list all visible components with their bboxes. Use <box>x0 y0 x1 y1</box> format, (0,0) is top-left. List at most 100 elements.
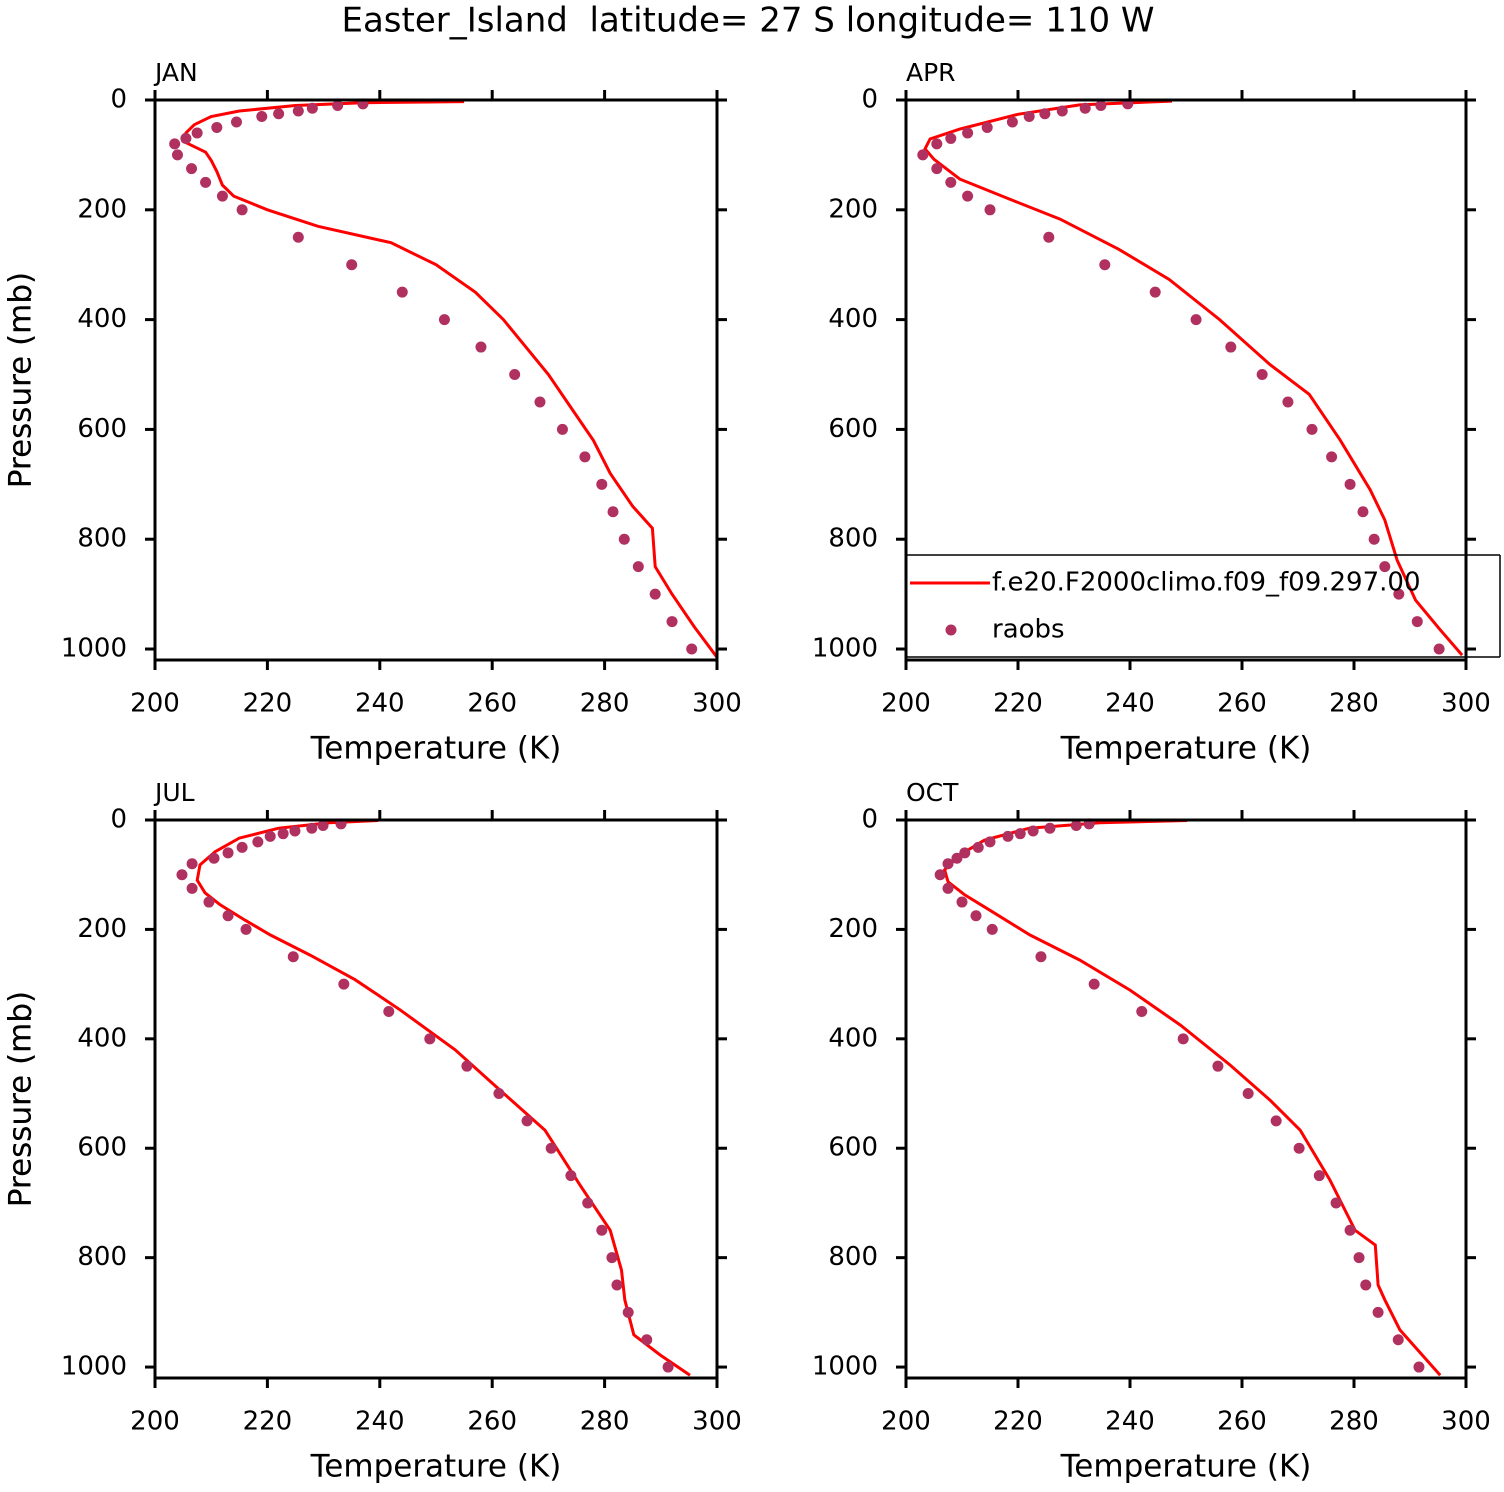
x-tick-label: 300 <box>1441 1407 1491 1437</box>
obs-dot <box>1433 643 1445 655</box>
panel: OCT Temperature (K) Pressure (mb) 0 200 400 60… <box>3 778 1491 1485</box>
obs-dot <box>565 1170 577 1182</box>
obs-dot <box>579 451 591 463</box>
profile-line <box>195 820 691 1377</box>
obs-dot <box>176 869 188 881</box>
obs-dot <box>521 1115 533 1127</box>
obs-dot <box>186 858 198 870</box>
obs-dot <box>383 1005 395 1017</box>
y-tick-label: 1000 <box>61 1352 127 1382</box>
obs-dot <box>1190 314 1202 326</box>
x-tick-label: 220 <box>993 689 1043 719</box>
obs-dot <box>186 882 198 894</box>
obs-dot <box>1413 1361 1425 1373</box>
obs-dot <box>1306 423 1318 435</box>
obs-dot <box>236 204 248 216</box>
y-tick-label: 800 <box>77 524 127 554</box>
obs-dot <box>211 121 223 133</box>
legend-swatch <box>945 624 957 636</box>
obs-dot <box>1282 396 1294 408</box>
y-tick-label: 600 <box>828 414 878 444</box>
obs-dot <box>582 1197 594 1209</box>
x-tick-label: 280 <box>580 689 630 719</box>
x-axis-label: Temperature (K) <box>310 1449 562 1485</box>
obs-dot <box>273 108 285 120</box>
obs-dot <box>252 836 264 848</box>
x-tick-label: 200 <box>881 1407 931 1437</box>
x-tick-label: 240 <box>355 1407 405 1437</box>
obs-dot <box>1212 1060 1224 1072</box>
panel-title: OCT <box>906 778 959 807</box>
y-tick-label: 1000 <box>812 634 878 664</box>
obs-dot <box>287 951 299 963</box>
x-tick-label: 260 <box>1217 689 1267 719</box>
obs-dot <box>686 643 698 655</box>
x-tick-label: 280 <box>1329 689 1379 719</box>
obs-dot <box>970 910 982 922</box>
obs-dot <box>1177 1033 1189 1045</box>
y-tick-label: 400 <box>77 304 127 334</box>
y-tick-label: 400 <box>828 1023 878 1053</box>
panel: JAN Temperature (K) Pressure (mb) 0 200 400 60… <box>3 58 742 767</box>
obs-dot <box>945 132 957 144</box>
obs-dot <box>338 978 350 990</box>
legend-label: f.e20.F2000climo.f09_f09.297.00 <box>992 568 1421 598</box>
obs-dot <box>222 847 234 859</box>
obs-dot <box>1014 828 1026 840</box>
y-tick-label: 0 <box>861 805 878 835</box>
obs-dot <box>1079 102 1091 114</box>
obs-dot <box>1344 478 1356 490</box>
obs-dot <box>545 1142 557 1154</box>
obs-dot <box>475 341 487 353</box>
y-tick-label: 600 <box>828 1133 878 1163</box>
obs-dot <box>1035 951 1047 963</box>
obs-dot <box>1070 819 1082 831</box>
x-tick-label: 280 <box>580 1407 630 1437</box>
obs-dot <box>1088 978 1100 990</box>
obs-dot <box>461 1060 473 1072</box>
obs-dot <box>956 896 968 908</box>
obs-dot <box>606 1252 618 1264</box>
obs-dot <box>438 314 450 326</box>
x-tick-label: 260 <box>467 1407 517 1437</box>
obs-dot <box>1002 830 1014 842</box>
plot-frame <box>904 98 1468 662</box>
y-axis-label: Pressure (mb) <box>3 991 39 1207</box>
obs-dot <box>1027 825 1039 837</box>
obs-dot <box>1379 561 1391 573</box>
obs-dot <box>1393 588 1405 600</box>
y-tick-label: 800 <box>828 1242 878 1272</box>
panel: JUL Temperature (K) Pressure (mb) 0 200 400 60… <box>3 778 742 1485</box>
obs-dot <box>981 121 993 133</box>
y-tick-label: 0 <box>861 85 878 115</box>
x-tick-label: 280 <box>1329 1407 1379 1437</box>
y-tick-label: 200 <box>828 914 878 944</box>
plot-frame <box>904 818 1468 1380</box>
obs-dot <box>1368 533 1380 545</box>
x-tick-label: 300 <box>1441 689 1491 719</box>
obs-dot <box>962 190 974 202</box>
obs-dot <box>972 841 984 853</box>
x-tick-label: 200 <box>881 689 931 719</box>
x-tick-label: 220 <box>243 689 293 719</box>
legend-label: raobs <box>992 615 1065 645</box>
obs-dot <box>662 1361 674 1373</box>
obs-dot <box>306 822 318 834</box>
obs-dot <box>493 1088 505 1100</box>
obs-dot <box>277 828 289 840</box>
obs-dot <box>1043 231 1055 243</box>
obs-dot <box>962 127 974 139</box>
y-tick-label: 0 <box>110 85 127 115</box>
obs-dot <box>1099 259 1111 271</box>
obs-dot <box>1330 1197 1342 1209</box>
x-tick-label: 240 <box>1105 1407 1155 1437</box>
obs-dot <box>1353 1252 1365 1264</box>
obs-dot <box>1313 1170 1325 1182</box>
obs-dot <box>1149 286 1161 298</box>
panel-title: APR <box>906 58 956 87</box>
obs-dot <box>951 852 963 864</box>
x-tick-label: 300 <box>692 1407 742 1437</box>
obs-dot <box>1242 1088 1254 1100</box>
